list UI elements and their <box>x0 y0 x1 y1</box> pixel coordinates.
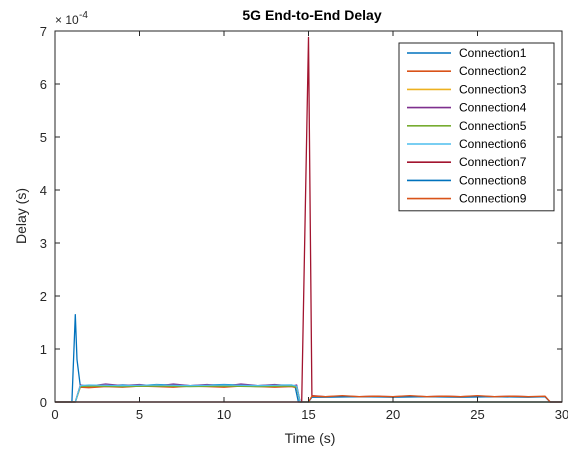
legend-label: Connection4 <box>459 101 527 115</box>
y-tick-label: 6 <box>40 77 47 92</box>
legend-label: Connection7 <box>459 155 527 169</box>
y-tick-label: 0 <box>40 395 47 410</box>
x-tick-label: 10 <box>217 407 231 422</box>
legend-label: Connection5 <box>459 119 527 133</box>
series-line-connection9 <box>55 394 562 403</box>
y-tick-label: 3 <box>40 236 47 251</box>
legend-label: Connection3 <box>459 82 527 96</box>
series-line-connection6 <box>55 384 562 403</box>
x-tick-label: 30 <box>555 407 568 422</box>
legend-label: Connection8 <box>459 173 527 187</box>
y-axis-label: Delay (s) <box>13 188 29 244</box>
legend-label: Connection9 <box>459 192 527 206</box>
x-axis: 0 5 10 15 20 25 30 <box>51 31 568 422</box>
y-exponent-base: × 10 <box>55 13 79 27</box>
chart-title: 5G End-to-End Delay <box>242 7 381 23</box>
x-tick-label: 0 <box>51 407 58 422</box>
legend-label: Connection6 <box>459 137 527 151</box>
x-tick-label: 15 <box>301 407 315 422</box>
x-tick-label: 5 <box>136 407 143 422</box>
x-axis-label: Time (s) <box>285 430 336 446</box>
legend-label: Connection2 <box>459 64 527 78</box>
series-layer <box>55 36 562 403</box>
y-tick-label: 5 <box>40 130 47 145</box>
y-tick-label: 1 <box>40 342 47 357</box>
legend-label: Connection1 <box>459 46 527 60</box>
x-tick-label: 25 <box>470 407 484 422</box>
y-tick-label: 7 <box>40 24 47 39</box>
legend: Connection1 Connection2 Connection3 Connect… <box>398 42 555 212</box>
y-tick-label: 4 <box>40 183 47 198</box>
y-axis: 0 1 2 3 4 5 6 7 <box>40 24 562 410</box>
y-exponent-label: × 10 -4 <box>55 10 88 27</box>
y-tick-label: 2 <box>40 289 47 304</box>
y-exponent-power: -4 <box>79 10 88 21</box>
x-tick-label: 20 <box>386 407 400 422</box>
